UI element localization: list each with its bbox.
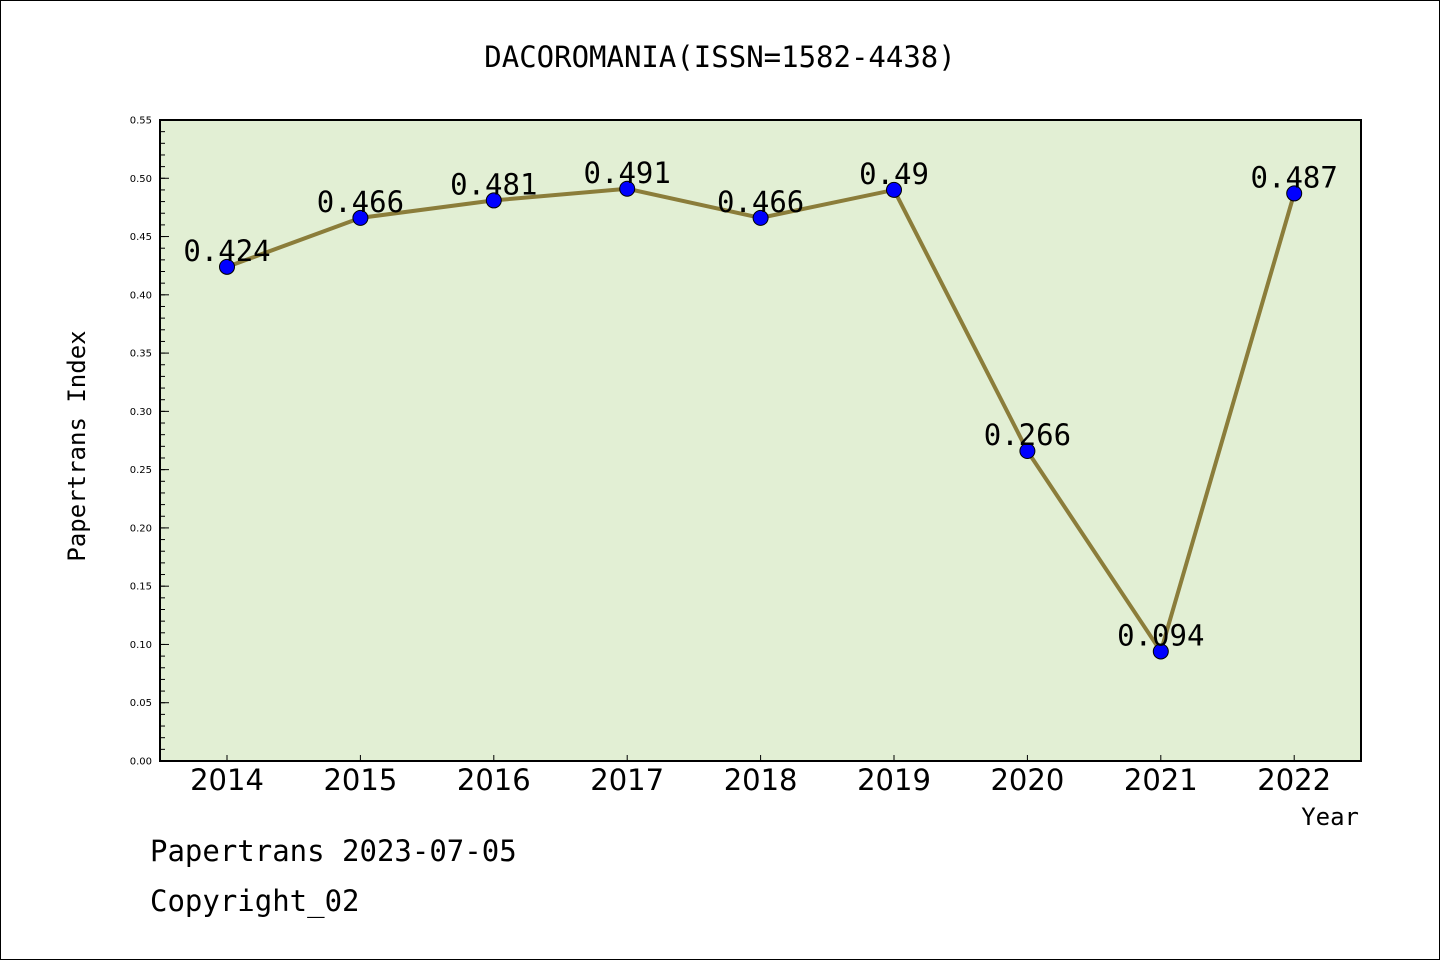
data-label: 0.466 (317, 185, 404, 219)
data-label: 0.094 (1117, 618, 1204, 652)
data-label: 0.424 (183, 234, 270, 268)
data-point (1286, 185, 1303, 202)
footer-copyright: Copyright_02 (150, 884, 360, 918)
x-tick-label: 2015 (323, 763, 397, 797)
y-axis: 0.00 0.05 0.10 0.15 0.20 0.25 0.30 0.35 0.40 0.45… (130, 116, 169, 768)
data-labels: 0.424 0.466 0.481 0.491 0.466 0.49 0.266 0.094 0… (183, 156, 1338, 653)
chart-title: DACOROMANIA(ISSN=1582-4438) (484, 40, 955, 74)
data-point (485, 192, 502, 209)
y-tick-label: 0.35 (130, 349, 152, 360)
data-point (219, 258, 235, 275)
y-tick-label: 0.40 (130, 290, 152, 301)
x-tick-label: 2014 (190, 763, 264, 797)
x-tick-label: 2021 (1124, 763, 1198, 797)
y-tick-label: 0.05 (130, 698, 152, 709)
x-tick-label: 2020 (990, 763, 1064, 797)
data-point (1152, 643, 1169, 660)
data-point (1019, 442, 1036, 459)
x-axis-label: Year (1301, 803, 1359, 831)
footer-date: Papertrans 2023-07-05 (150, 834, 517, 868)
data-point (752, 209, 769, 226)
y-tick-label: 0.50 (130, 174, 152, 185)
y-tick-label: 0.45 (130, 232, 152, 243)
x-tick-label: 2019 (857, 763, 931, 797)
data-point (886, 181, 902, 198)
y-tick-label: 0.55 (130, 116, 152, 127)
y-tick-label: 0.15 (130, 582, 152, 593)
y-axis-label: Papertrans Index (63, 330, 91, 561)
data-label: 0.466 (717, 185, 804, 219)
data-label: 0.49 (859, 157, 929, 191)
data-label: 0.487 (1251, 160, 1338, 194)
x-tick-label: 2016 (457, 763, 531, 797)
data-label: 0.266 (984, 418, 1071, 452)
data-label: 0.481 (450, 167, 537, 201)
x-tick-label: 2022 (1257, 763, 1331, 797)
y-tick-label: 0.30 (130, 407, 152, 418)
x-tick-label: 2018 (724, 763, 798, 797)
y-tick-label: 0.00 (130, 757, 152, 768)
x-axis: 2014 2015 2016 2017 2018 2019 2020 2021 2022 (190, 755, 1331, 797)
data-point (352, 209, 369, 226)
y-tick-label: 0.20 (130, 523, 152, 534)
data-label: 0.491 (584, 156, 671, 190)
series-line-group (219, 180, 1303, 660)
x-tick-label: 2017 (590, 763, 664, 797)
data-point (619, 180, 636, 197)
y-tick-label: 0.10 (130, 640, 152, 651)
y-tick-label: 0.25 (130, 465, 152, 476)
